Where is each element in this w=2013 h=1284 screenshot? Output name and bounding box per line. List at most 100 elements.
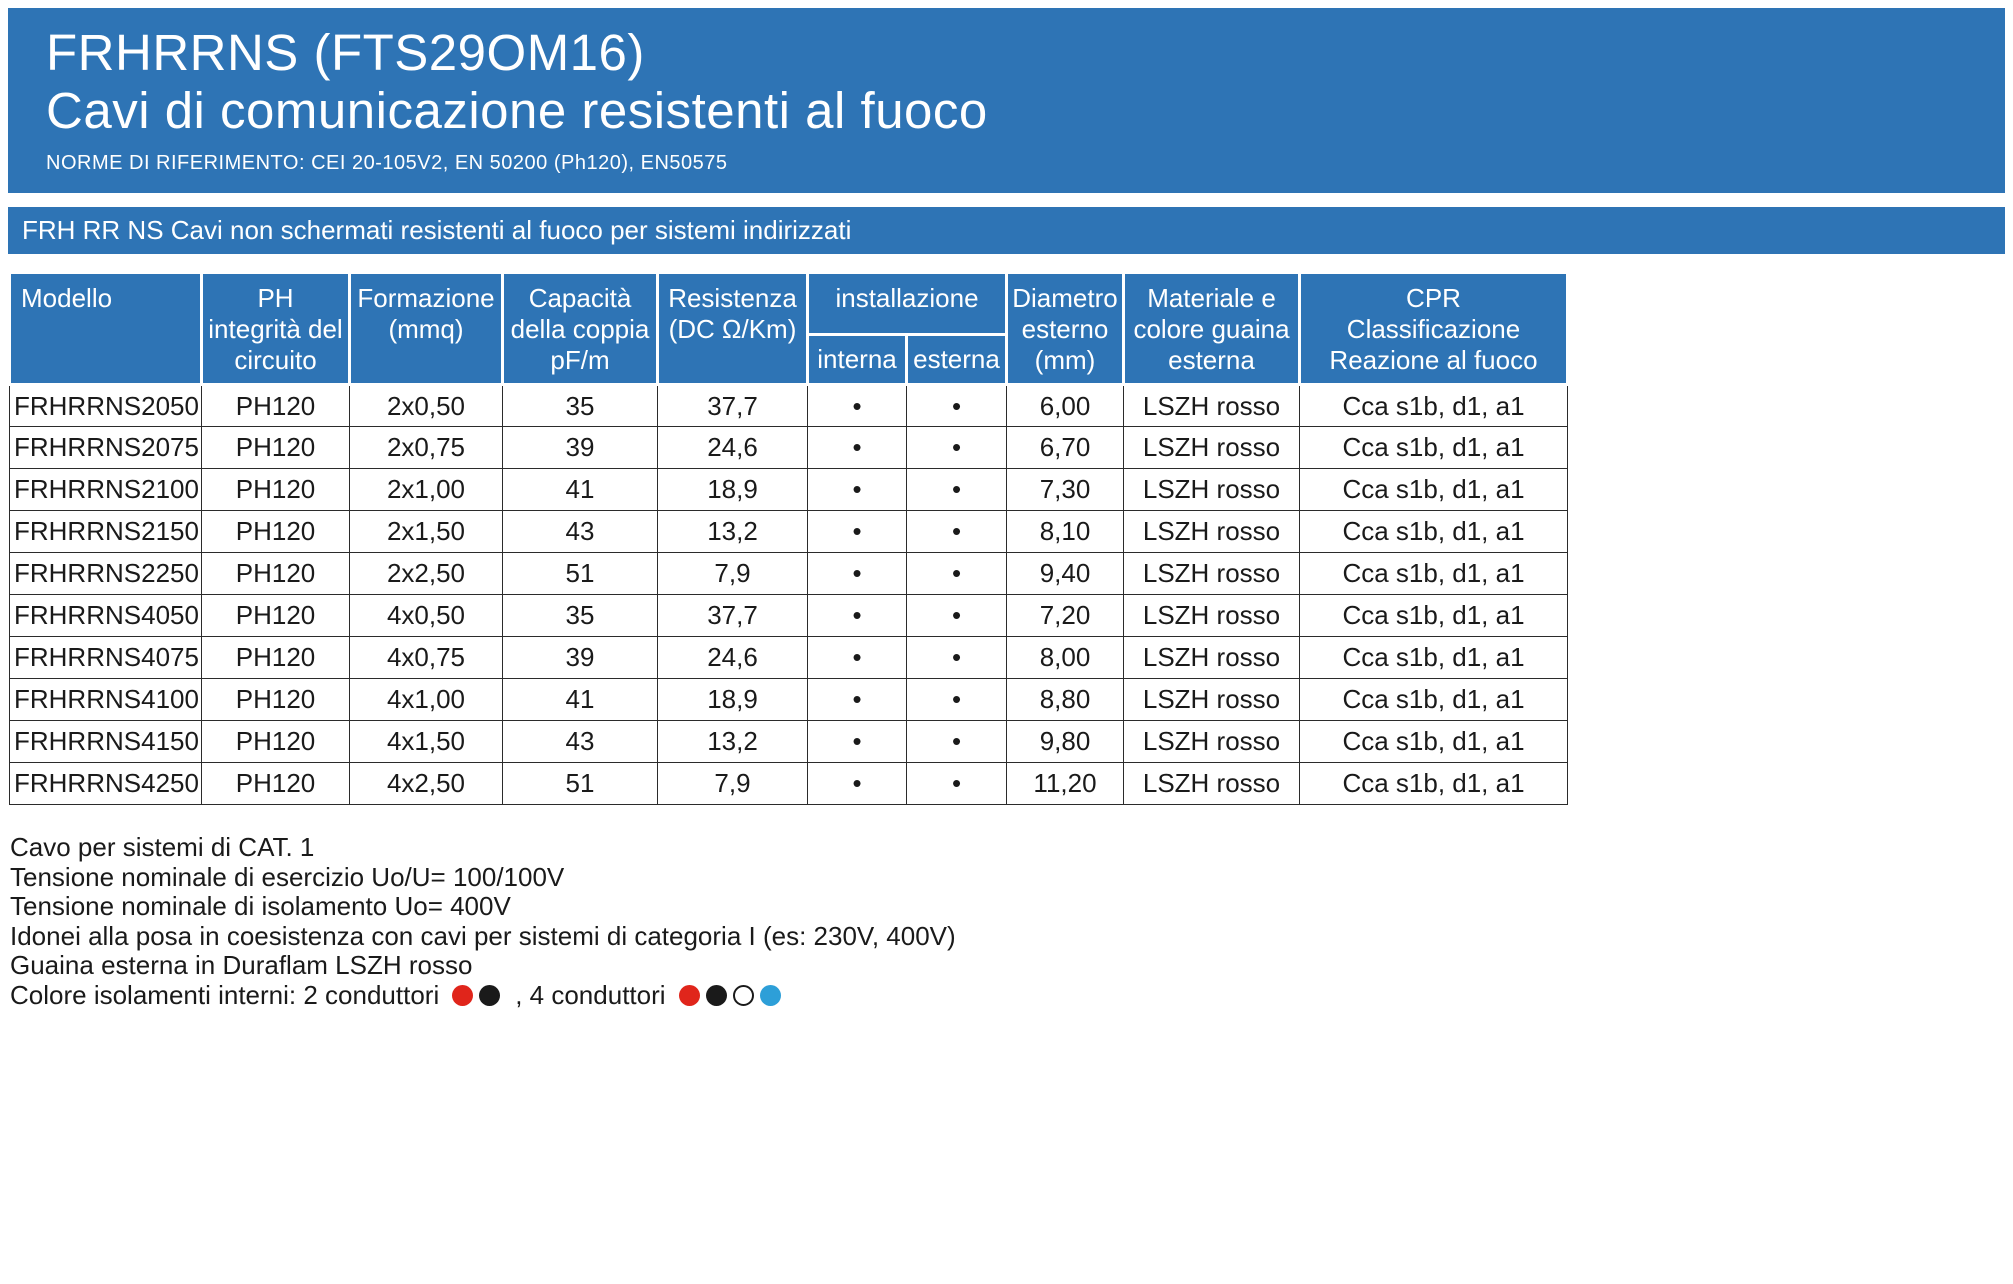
cell-ph: PH120 (201, 510, 350, 553)
cell-diametro: 8,80 (1006, 678, 1124, 721)
note-line: Tensione nominale di isolamento Uo= 400V (10, 891, 511, 921)
cell-interna: • (807, 720, 907, 763)
header-row-sub: interna esterna (10, 333, 1568, 386)
cell-modello: FRHRRNS2075 (9, 426, 202, 469)
cell-diametro: 8,00 (1006, 636, 1124, 679)
specs-table-head: Modello PH integrità del circuito Formaz… (8, 271, 1569, 386)
cell-resistenza: 18,9 (657, 468, 808, 511)
cell-materiale: LSZH rosso (1123, 762, 1300, 805)
cell-ph: PH120 (201, 636, 350, 679)
table-row: FRHRRNS2100 PH120 2x1,00 41 18,9 • • 7,30 LSZH r… (9, 468, 1568, 511)
header-modello: Modello (8, 271, 203, 386)
cell-cpr: Cca s1b, d1, a1 (1299, 762, 1568, 805)
cell-interna: • (807, 426, 907, 469)
colors-note-line: Colore isolamenti interni: 2 conduttori … (10, 979, 2005, 1011)
cell-capacita: 51 (502, 762, 658, 805)
dots-4-conduttori (676, 984, 784, 1006)
cell-resistenza: 7,9 (657, 552, 808, 595)
cell-modello: FRHRRNS4050 (9, 594, 202, 637)
cell-resistenza: 7,9 (657, 762, 808, 805)
cell-resistenza: 18,9 (657, 678, 808, 721)
cell-modello: FRHRRNS4100 (9, 678, 202, 721)
cell-cpr: Cca s1b, d1, a1 (1299, 678, 1568, 721)
cell-formazione: 4x1,50 (349, 720, 503, 763)
cell-modello: FRHRRNS4075 (9, 636, 202, 679)
cell-diametro: 6,00 (1006, 384, 1124, 427)
cell-interna: • (807, 636, 907, 679)
dots-2-conduttori (449, 984, 503, 1006)
colors-note-prefix: Colore isolamenti interni: 2 conduttori (10, 979, 440, 1010)
cell-modello: FRHRRNS2050 (9, 384, 202, 427)
cell-esterna: • (906, 552, 1007, 595)
cell-capacita: 43 (502, 720, 658, 763)
header-installazione-esterna: esterna (905, 333, 1008, 386)
table-row: FRHRRNS2250 PH120 2x2,50 51 7,9 • • 9,40 LSZH ro… (9, 552, 1568, 595)
conductor-color-dot (479, 984, 501, 1006)
cell-resistenza: 37,7 (657, 384, 808, 427)
table-row: FRHRRNS2075 PH120 2x0,75 39 24,6 • • 6,70 LSZH r… (9, 426, 1568, 469)
cell-materiale: LSZH rosso (1123, 720, 1300, 763)
note-line: Cavo per sistemi di CAT. 1 (10, 832, 315, 862)
cell-interna: • (807, 594, 907, 637)
cell-capacita: 39 (502, 636, 658, 679)
cell-ph: PH120 (201, 678, 350, 721)
cell-formazione: 2x0,50 (349, 384, 503, 427)
reference-norms: NORME DI RIFERIMENTO: CEI 20-105V2, EN 5… (46, 152, 728, 174)
title-block: FRHRRNS (FTS29OM16) Cavi di comunicazion… (8, 8, 2005, 193)
cell-interna: • (807, 384, 907, 427)
cell-materiale: LSZH rosso (1123, 552, 1300, 595)
cell-modello: FRHRRNS2100 (9, 468, 202, 511)
specs-table-body: FRHRRNS2050 PH120 2x0,50 35 37,7 • • 6,00 LSZH r… (9, 384, 1568, 805)
cell-interna: • (807, 468, 907, 511)
cell-capacita: 35 (502, 594, 658, 637)
cell-materiale: LSZH rosso (1123, 468, 1300, 511)
cell-esterna: • (906, 636, 1007, 679)
cell-esterna: • (906, 468, 1007, 511)
cell-cpr: Cca s1b, d1, a1 (1299, 636, 1568, 679)
cell-resistenza: 24,6 (657, 636, 808, 679)
cell-cpr: Cca s1b, d1, a1 (1299, 468, 1568, 511)
series-description-bar: FRH RR NS Cavi non schermati resistenti … (8, 207, 2005, 254)
cell-materiale: LSZH rosso (1123, 678, 1300, 721)
cell-esterna: • (906, 720, 1007, 763)
header-installazione-interna: interna (806, 333, 908, 386)
cell-esterna: • (906, 510, 1007, 553)
cell-resistenza: 24,6 (657, 426, 808, 469)
cell-capacita: 51 (502, 552, 658, 595)
cell-resistenza: 13,2 (657, 510, 808, 553)
table-row: FRHRRNS4075 PH120 4x0,75 39 24,6 • • 8,00 LSZH r… (9, 636, 1568, 679)
note-line: Idonei alla posa in coesistenza con cavi… (10, 920, 956, 951)
cell-materiale: LSZH rosso (1123, 384, 1300, 427)
cell-modello: FRHRRNS4150 (9, 720, 202, 763)
cell-capacita: 41 (502, 468, 658, 511)
conductor-color-dot (452, 984, 474, 1006)
header-resistenza: Resistenza (DC Ω/Km) (656, 271, 809, 386)
cell-formazione: 4x0,75 (349, 636, 503, 679)
header-row-main: Modello PH integrità del circuito Formaz… (8, 271, 1569, 386)
notes: Cavo per sistemi di CAT. 1 Tensione nomin… (10, 832, 2005, 1011)
header-installazione: installazione (806, 271, 1008, 336)
cell-formazione: 2x2,50 (349, 552, 503, 595)
cell-capacita: 35 (502, 384, 658, 427)
cell-ph: PH120 (201, 552, 350, 595)
cell-interna: • (807, 510, 907, 553)
cell-cpr: Cca s1b, d1, a1 (1299, 720, 1568, 763)
cell-esterna: • (906, 762, 1007, 805)
cell-materiale: LSZH rosso (1123, 594, 1300, 637)
cell-diametro: 7,20 (1006, 594, 1124, 637)
cell-formazione: 4x2,50 (349, 762, 503, 805)
cell-ph: PH120 (201, 384, 350, 427)
table-row: FRHRRNS2050 PH120 2x0,50 35 37,7 • • 6,00 LSZH r… (9, 384, 1568, 427)
cell-resistenza: 37,7 (657, 594, 808, 637)
cell-materiale: LSZH rosso (1123, 510, 1300, 553)
cell-diametro: 9,80 (1006, 720, 1124, 763)
product-description-title: Cavi di comunicazione resistenti al fuoc… (46, 82, 988, 139)
cell-ph: PH120 (201, 426, 350, 469)
product-code-title: FRHRRNS (FTS29OM16) (46, 24, 645, 81)
cell-diametro: 8,10 (1006, 510, 1124, 553)
cell-ph: PH120 (201, 762, 350, 805)
cell-interna: • (807, 552, 907, 595)
cell-esterna: • (906, 678, 1007, 721)
series-description-text: FRH RR NS Cavi non schermati resistenti … (22, 215, 852, 245)
datasheet-page: FRHRRNS (FTS29OM16) Cavi di comunicazion… (8, 8, 2005, 1011)
